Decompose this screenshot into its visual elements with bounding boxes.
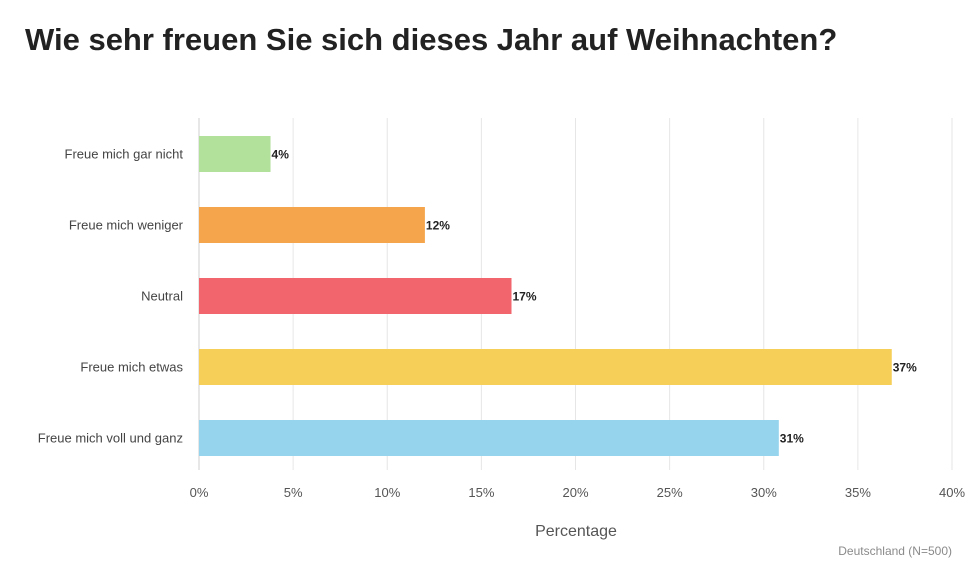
x-tick-label: 0% bbox=[190, 485, 209, 500]
chart-title: Wie sehr freuen Sie sich dieses Jahr auf… bbox=[25, 22, 838, 57]
x-axis-title: Percentage bbox=[535, 523, 617, 540]
sample-footnote: Deutschland (N=500) bbox=[838, 544, 952, 558]
bar-value-label: 31% bbox=[780, 432, 804, 446]
x-tick-label: 35% bbox=[845, 485, 871, 500]
bar bbox=[199, 278, 512, 314]
x-tick-label: 15% bbox=[468, 485, 494, 500]
category-label: Freue mich etwas bbox=[80, 360, 183, 375]
labels: 0% 5% 10% 15% 20% 25% 30% 35% 40% Freue mich gar … bbox=[38, 147, 966, 501]
category-label: Neutral bbox=[141, 289, 183, 304]
category-label: Freue mich weniger bbox=[69, 218, 184, 233]
x-tick-label: 10% bbox=[374, 485, 400, 500]
bar bbox=[199, 207, 425, 243]
bar bbox=[199, 136, 271, 172]
x-tick-label: 40% bbox=[939, 485, 965, 500]
x-tick-label: 30% bbox=[751, 485, 777, 500]
x-tick-label: 25% bbox=[657, 485, 683, 500]
category-label: Freue mich gar nicht bbox=[65, 147, 184, 162]
bar-value-label: 17% bbox=[512, 290, 536, 304]
x-tick-label: 5% bbox=[284, 485, 303, 500]
bar-value-label: 37% bbox=[893, 361, 917, 375]
bar-value-label: 4% bbox=[272, 148, 290, 162]
category-label: Freue mich voll und ganz bbox=[38, 431, 183, 446]
bars bbox=[199, 136, 892, 456]
bar bbox=[199, 349, 892, 385]
bar bbox=[199, 420, 779, 456]
x-tick-label: 20% bbox=[562, 485, 588, 500]
bar-value-label: 12% bbox=[426, 219, 450, 233]
